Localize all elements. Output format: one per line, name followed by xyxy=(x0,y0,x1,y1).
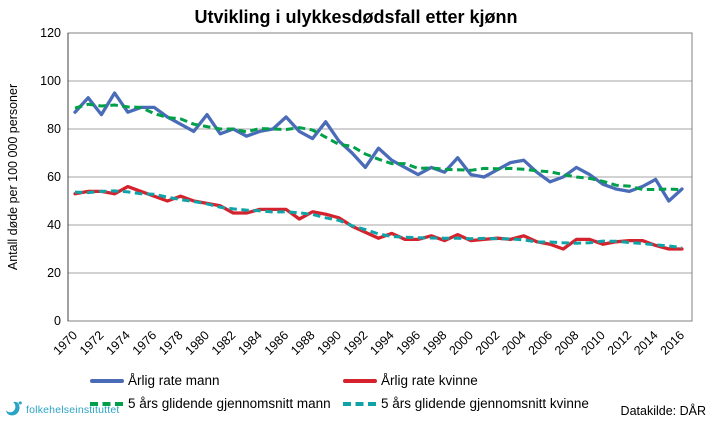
x-tick-label: 1982 xyxy=(209,328,239,358)
x-tick-label: 1978 xyxy=(156,328,186,358)
x-tick-label: 2006 xyxy=(526,328,556,358)
legend-swatch-solid-red-icon xyxy=(343,379,377,383)
legend-item-arlig-rate-mann: Årlig rate mann xyxy=(90,373,343,389)
y-tick-label: 0 xyxy=(54,314,61,328)
y-tick-label: 60 xyxy=(47,170,61,184)
series-line--rlig-rate-mann xyxy=(73,91,684,203)
x-tick-label: 1976 xyxy=(130,328,160,358)
y-tick-label: 80 xyxy=(47,122,61,136)
legend-item-glidende-gjennomsnitt-mann: 5 års glidende gjennomsnitt mann xyxy=(90,396,343,412)
y-axis-title: Antall døde per 100 000 personer xyxy=(6,83,20,271)
y-tick-label: 100 xyxy=(40,74,61,88)
legend-label: Årlig rate mann xyxy=(128,373,220,388)
x-tick-label: 2000 xyxy=(446,328,476,358)
chart-title: Utvikling i ulykkesdødsfall etter kjønn xyxy=(194,7,518,27)
x-tick-label: 2014 xyxy=(631,328,661,358)
x-tick-label: 1992 xyxy=(341,328,371,358)
fhi-logo-text: folkehelseinstituttet xyxy=(26,403,120,416)
x-tick-label: 1980 xyxy=(183,328,213,358)
y-tick-label: 40 xyxy=(47,218,61,232)
fhi-logo: folkehelseinstituttet xyxy=(6,401,120,418)
legend-item-arlig-rate-kvinne: Årlig rate kvinne xyxy=(343,373,589,389)
x-tick-label: 2016 xyxy=(658,328,688,358)
x-tick-label: 1986 xyxy=(262,328,292,358)
legend-swatch-dashed-teal-icon xyxy=(343,402,377,406)
x-tick-label: 1984 xyxy=(235,328,265,358)
x-tick-label: 1988 xyxy=(288,328,318,358)
x-tick-label: 1996 xyxy=(394,328,424,358)
legend-label: Årlig rate kvinne xyxy=(381,373,478,388)
fhi-swirl-icon xyxy=(6,401,22,416)
x-tick-label: 1970 xyxy=(51,328,81,358)
y-tick-label: 120 xyxy=(40,26,61,40)
legend-label: 5 års glidende gjennomsnitt mann xyxy=(128,396,331,411)
legend-label: 5 års glidende gjennomsnitt kvinne xyxy=(381,396,589,411)
x-tick-label: 1998 xyxy=(420,328,450,358)
legend-swatch-solid-blue-icon xyxy=(90,379,124,383)
legend-item-glidende-gjennomsnitt-kvinne: 5 års glidende gjennomsnitt kvinne xyxy=(343,396,589,412)
y-tick-label: 20 xyxy=(47,266,61,280)
x-tick-label: 2010 xyxy=(578,328,608,358)
chart-legend: Årlig rate mann Årlig rate kvinne 5 års … xyxy=(90,373,589,412)
x-tick-label: 2004 xyxy=(499,328,529,358)
x-tick-label: 2008 xyxy=(552,328,582,358)
x-tick-label: 1990 xyxy=(314,328,344,358)
series-line-5-rs-glidende-gjennomsnitt-mann xyxy=(74,102,683,192)
x-tick-label: 1974 xyxy=(103,328,133,358)
x-tick-label: 1994 xyxy=(367,328,397,358)
x-tick-label: 1972 xyxy=(77,328,107,358)
data-source-note: Datakilde: DÅR xyxy=(620,404,706,418)
chart-plot-area: 0204060801001201970197219741976197819801… xyxy=(40,26,693,358)
x-tick-label: 2002 xyxy=(473,328,503,358)
x-tick-label: 2012 xyxy=(605,328,635,358)
legend-swatch-dashed-green-icon xyxy=(90,402,124,406)
series-line-5-rs-glidende-gjennomsnitt-kvinne xyxy=(74,189,683,250)
